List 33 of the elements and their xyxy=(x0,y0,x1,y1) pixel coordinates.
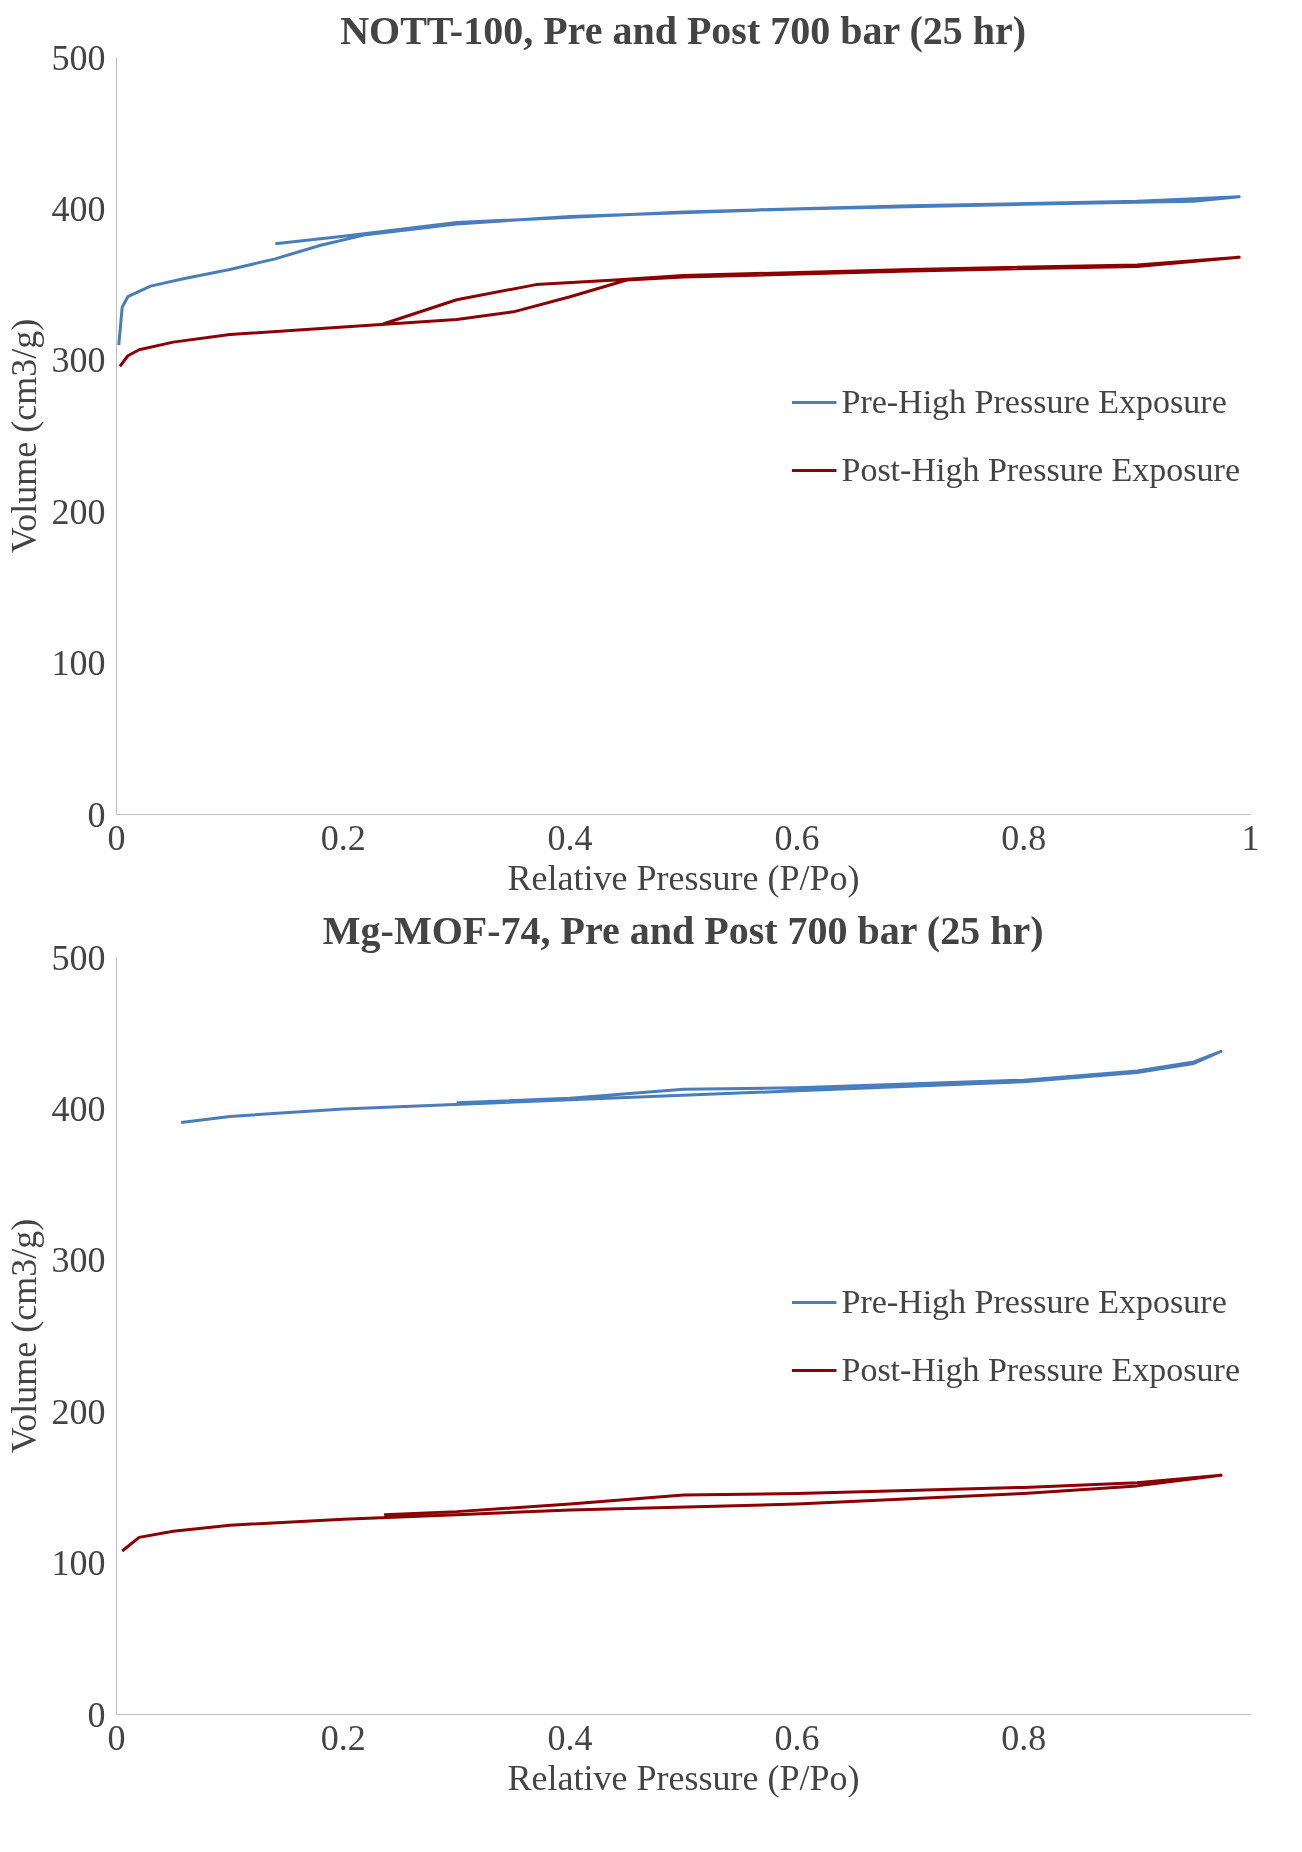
x-tick-label: 0.2 xyxy=(320,817,366,858)
x-tick-label: 0.6 xyxy=(774,1717,820,1758)
y-axis-title: Volume (cm3/g) xyxy=(3,1218,44,1454)
chart-title: NOTT-100, Pre and Post 700 bar (25 hr) xyxy=(340,7,1027,53)
x-tick-label: 0.2 xyxy=(320,1717,366,1758)
legend-label: Post-High Pressure Exposure xyxy=(841,1350,1240,1389)
x-tick-label: 1 xyxy=(1241,817,1260,858)
y-tick-label: 500 xyxy=(51,37,106,78)
y-axis-title: Volume (cm3/g) xyxy=(3,318,44,554)
x-tick-label: 0.6 xyxy=(774,817,820,858)
line-series xyxy=(118,255,1241,368)
x-tick-label: 0.4 xyxy=(547,1717,593,1758)
line-series xyxy=(117,195,1241,347)
chart-title: Mg-MOF-74, Pre and Post 700 bar (25 hr) xyxy=(322,907,1044,953)
y-tick-label: 100 xyxy=(51,643,106,684)
y-tick-label: 300 xyxy=(51,1240,106,1281)
x-tick-label: 0.8 xyxy=(1001,1717,1047,1758)
line-series xyxy=(120,1473,1223,1553)
x-axis-title: Relative Pressure (P/Po) xyxy=(507,1757,860,1798)
y-tick-label: 500 xyxy=(51,937,106,978)
x-axis-title: Relative Pressure (P/Po) xyxy=(507,857,860,898)
line-series xyxy=(179,1049,1223,1125)
legend-label: Pre-High Pressure Exposure xyxy=(841,1282,1227,1321)
legend-label: Pre-High Pressure Exposure xyxy=(841,382,1227,421)
y-tick-label: 200 xyxy=(51,491,106,532)
y-tick-label: 200 xyxy=(51,1391,106,1432)
y-tick-label: 100 xyxy=(51,1543,106,1584)
y-tick-label: 300 xyxy=(51,340,106,381)
x-tick-label: 0.8 xyxy=(1001,817,1047,858)
x-tick-label: 0.4 xyxy=(547,817,593,858)
y-tick-label: 400 xyxy=(51,188,106,229)
legend-label: Post-High Pressure Exposure xyxy=(841,450,1240,489)
y-tick-label: 400 xyxy=(51,1088,106,1129)
